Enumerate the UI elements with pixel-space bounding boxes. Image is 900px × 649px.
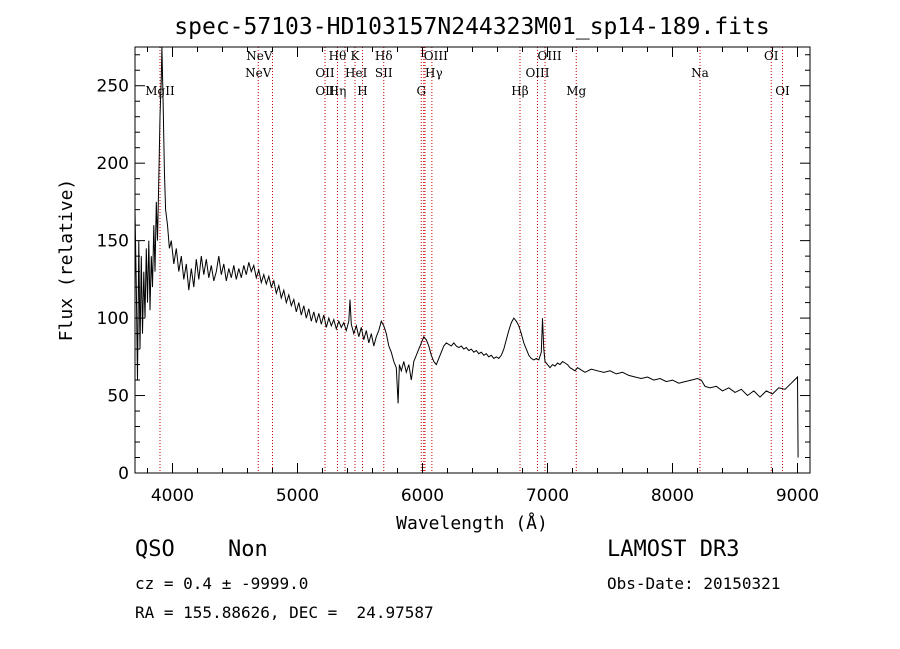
y-tick-label-5: 250 — [97, 77, 129, 97]
object-subclass: Non — [228, 537, 268, 562]
line-label-9: H — [357, 84, 367, 98]
y-axis-ticks: 0 50 100 150 200 250 — [97, 54, 810, 484]
line-label-17: OIII — [538, 49, 562, 63]
line-label-5: Hθ — [329, 49, 347, 63]
object-class: QSO — [135, 537, 175, 562]
y-tick-label-2: 100 — [97, 309, 129, 329]
plot-frame — [134, 46, 811, 474]
chart-title: spec-57103-HD103157N244323M01_sp14-189.f… — [174, 14, 769, 40]
line-label-3: OII — [315, 66, 335, 80]
emission-line-labels: MgII NeV NeV OII OII Hθ Hη HeI K H Hδ SII OIII Hγ G Hβ O… — [145, 49, 790, 98]
emission-line-markers — [159, 47, 783, 473]
line-label-18: OIII — [525, 66, 549, 80]
y-tick-label-4: 200 — [97, 154, 129, 174]
y-tick-label-3: 150 — [97, 232, 129, 252]
x-tick-label-5: 9000 — [776, 486, 819, 506]
line-label-11: SII — [375, 66, 393, 80]
line-label-23: OI — [775, 84, 790, 98]
line-label-2: NeV — [246, 49, 273, 63]
spectrum-line — [134, 46, 799, 458]
line-label-13: Hγ — [425, 66, 443, 80]
line-label-0: MgII — [145, 84, 175, 98]
coordinates-readout: RA = 155.88626, DEC = 24.97587 — [135, 603, 434, 622]
line-label-20: Mg — [566, 84, 586, 98]
x-axis-label: Wavelength (Å) — [396, 512, 548, 534]
x-tick-label-3: 7000 — [526, 486, 569, 506]
y-tick-label-0: 0 — [118, 464, 129, 484]
line-label-22: OI — [764, 49, 779, 63]
survey-name: LAMOST DR3 — [607, 537, 740, 562]
line-label-10: Hδ — [375, 49, 393, 63]
x-tick-label-1: 5000 — [276, 486, 319, 506]
line-label-4: OII — [315, 84, 335, 98]
line-label-6: Hη — [329, 84, 347, 98]
line-label-8: K — [351, 49, 361, 63]
x-tick-label-2: 6000 — [401, 486, 444, 506]
x-tick-label-0: 4000 — [151, 486, 194, 506]
line-label-16: Hβ — [511, 84, 528, 98]
obs-date: Obs-Date: 20150321 — [607, 574, 781, 593]
line-label-1: NeV — [245, 66, 272, 80]
x-tick-label-4: 8000 — [651, 486, 694, 506]
line-label-21: Na — [691, 66, 709, 80]
y-axis-label: Flux (relative) — [56, 179, 77, 342]
line-label-14: G — [416, 84, 426, 98]
y-tick-label-1: 50 — [107, 387, 129, 407]
redshift-readout: cz = 0.4 ± -9999.0 — [135, 574, 309, 593]
x-axis-ticks: 4000 5000 6000 7000 8000 9000 — [147, 47, 819, 506]
line-label-7: HeI — [345, 66, 368, 80]
line-label-12: OIII — [424, 49, 448, 63]
